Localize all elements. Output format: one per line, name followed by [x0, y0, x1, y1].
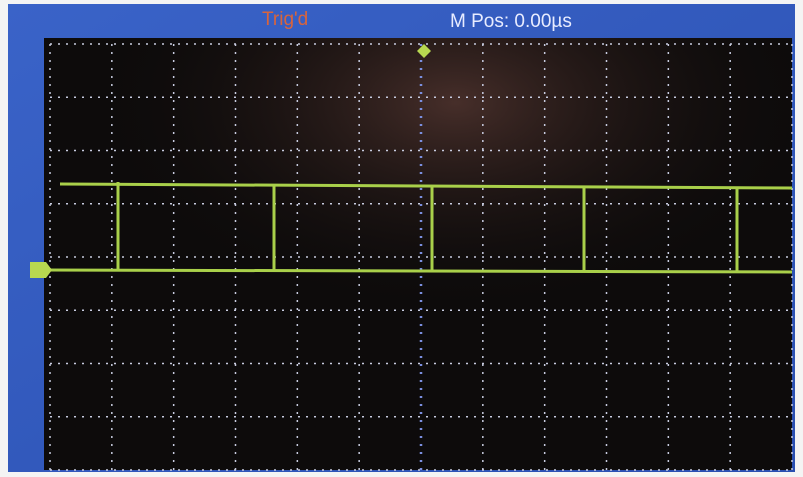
horizontal-position: M Pos: 0.00µs: [450, 11, 572, 32]
trace-low: [44, 270, 792, 272]
trigger-status: Trig'd: [262, 9, 308, 30]
oscilloscope-screen: Trig'd M Pos: 0.00µs: [0, 0, 803, 477]
reflection: [44, 38, 792, 470]
